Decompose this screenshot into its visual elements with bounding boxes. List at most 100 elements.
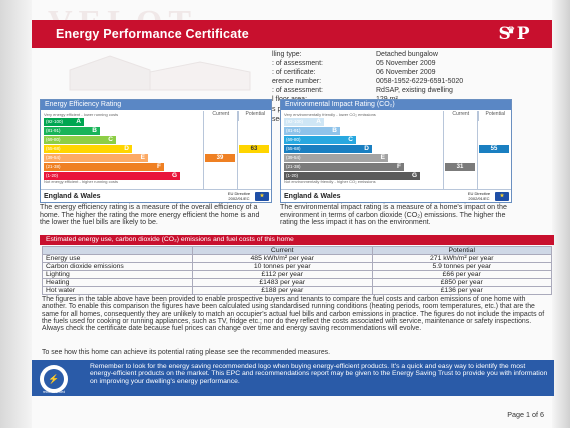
detail-value: 0058-1952-6229-6591-5020 xyxy=(376,78,464,85)
recommendation-line: To see how this home can achieve its pot… xyxy=(42,349,331,356)
detail-row: : of assessment: 05 November 2009 xyxy=(272,59,522,68)
band-range: (69-80) xyxy=(286,137,301,142)
eu-directive: EU Directive 2002/91/EC xyxy=(467,191,491,201)
band-range: (69-80) xyxy=(46,137,61,142)
band-letter: A xyxy=(316,118,321,125)
table-cell: Heating xyxy=(42,278,193,287)
panel-footer: England & Wales EU Directive 2002/91/EC … xyxy=(41,189,271,202)
recommended-logo-text: recommended xyxy=(42,390,66,394)
column-header: Potential xyxy=(371,246,552,255)
rating-band-g: (1-20) G xyxy=(44,172,180,180)
detail-row: erence number: 0058-1952-6229-6591-5020 xyxy=(272,77,522,86)
detail-label: : of assessment: xyxy=(272,87,323,94)
top-note: Very environmentally friendly - lower CO… xyxy=(284,112,376,117)
column-header: Current xyxy=(192,246,373,255)
table-row: Carbon dioxide emissions 10 tonnes per ye… xyxy=(42,262,552,271)
table-cell: £112 per year xyxy=(192,270,373,279)
table-row: Lighting £112 per year £66 per year xyxy=(42,270,552,279)
band-range: (92-100) xyxy=(286,119,304,124)
band-letter: B xyxy=(92,127,97,134)
detail-row: lling type: Detached bungalow xyxy=(272,50,522,59)
detail-label: erence number: xyxy=(272,78,322,85)
table-cell: Lighting xyxy=(42,270,193,279)
band-range: (81-91) xyxy=(286,128,301,133)
table-cell: £188 per year xyxy=(192,286,373,295)
rating-band-d: (55-68) D xyxy=(44,145,132,153)
current-column-label: Current xyxy=(443,111,478,121)
energy-efficiency-panel: Energy Efficiency Rating Current Potenti… xyxy=(40,99,272,203)
table-cell: £136 per year xyxy=(371,286,552,295)
energy-saving-trust-banner: ⚡ recommended Remember to look for the e… xyxy=(32,360,554,396)
table-row: Hot water £188 per year £136 per year xyxy=(42,286,552,295)
est-banner-text: Remember to look for the energy saving r… xyxy=(90,363,548,385)
estimates-section-title: Estimated energy use, carbon dioxide (CO… xyxy=(40,235,554,245)
rating-band-g: (1-20) G xyxy=(284,172,420,180)
region-label: England & Wales xyxy=(44,192,101,200)
table-cell: 10 tonnes per year xyxy=(192,262,373,271)
table-cell: Carbon dioxide emissions xyxy=(42,262,193,271)
band-letter: C xyxy=(348,136,353,143)
rating-band-e: (39-54) E xyxy=(44,154,148,162)
table-cell: 271 kWh/m² per year xyxy=(371,254,552,263)
potential-rating-arrow: 63 xyxy=(239,145,269,153)
band-letter: D xyxy=(124,145,129,152)
figures-explanation: The figures in the table above have been… xyxy=(42,296,545,333)
sap-logo: ♛ S P xyxy=(486,22,542,46)
column-divider xyxy=(477,111,478,190)
environmental-impact-description: The environmental impact rating is a mea… xyxy=(280,203,507,227)
estimates-table: Current Potential Energy use 485 kWh/m² pe… xyxy=(42,246,552,295)
band-range: (92-100) xyxy=(46,119,64,124)
rating-band-c: (69-80) C xyxy=(284,136,356,144)
crown-icon: ♛ xyxy=(507,26,516,36)
rating-band-e: (39-54) E xyxy=(284,154,388,162)
table-cell: 485 kWh/m² per year xyxy=(192,254,373,263)
band-letter: E xyxy=(140,154,145,161)
rating-band-f: (21-38) F xyxy=(284,163,404,171)
region-label: England & Wales xyxy=(284,192,341,200)
rating-band-c: (69-80) C xyxy=(44,136,116,144)
environmental-impact-panel: Environmental Impact Rating (CO₂) Curren… xyxy=(280,99,512,203)
energy-efficiency-description: The energy efficiency rating is a measur… xyxy=(40,203,260,227)
current-rating-arrow: 39 xyxy=(205,154,235,162)
band-letter: F xyxy=(157,163,161,170)
band-range: (39-54) xyxy=(46,155,61,160)
rating-band-d: (55-68) D xyxy=(284,145,372,153)
band-letter: F xyxy=(397,163,401,170)
table-cell: 5.9 tonnes per year xyxy=(371,262,552,271)
rating-band-a: (92-100) A xyxy=(284,118,324,126)
bottom-note: Not energy efficient - higher running co… xyxy=(44,179,118,184)
top-note: Very energy efficient - lower running co… xyxy=(44,112,119,117)
table-row: Energy use 485 kWh/m² per year 271 kWh/m² … xyxy=(42,254,552,263)
band-letter: A xyxy=(76,118,81,125)
band-range: (81-91) xyxy=(46,128,61,133)
column-header xyxy=(42,246,193,255)
detail-value: 06 November 2009 xyxy=(376,69,436,76)
band-letter: G xyxy=(171,172,177,179)
eu-directive: EU Directive 2002/91/EC xyxy=(227,191,251,201)
eu-flag-icon: ★ xyxy=(495,191,509,201)
environmental-impact-title: Environmental Impact Rating (CO₂) xyxy=(281,100,511,110)
rating-band-b: (81-91) B xyxy=(284,127,340,135)
sap-logo-text: S P xyxy=(498,24,530,44)
energy-bands: (92-100) A (81-91) B (69-80) C (55-68) D (39-54)… xyxy=(44,118,202,181)
potential-rating-arrow: 55 xyxy=(479,145,509,153)
panel-footer: England & Wales EU Directive 2002/91/EC … xyxy=(281,189,511,202)
rating-band-f: (21-38) F xyxy=(44,163,164,171)
detail-label: : of certificate: xyxy=(272,69,316,76)
energy-saving-recommended-logo: ⚡ xyxy=(40,365,68,393)
bottom-note: Not environmentally friendly - higher CO… xyxy=(284,179,376,184)
current-column-label: Current xyxy=(203,111,238,121)
band-range: (39-54) xyxy=(286,155,301,160)
potential-column-label: Potential xyxy=(477,111,513,121)
column-divider xyxy=(443,111,444,190)
table-cell: £66 per year xyxy=(371,270,552,279)
band-range: (21-38) xyxy=(286,164,301,169)
table-cell: Hot water xyxy=(42,286,193,295)
detail-row: : of certificate: 06 November 2009 xyxy=(272,68,522,77)
detail-row: : of assessment: RdSAP, existing dwelling xyxy=(272,86,522,95)
band-range: (1-20) xyxy=(286,173,299,178)
band-letter: B xyxy=(332,127,337,134)
house-illustration xyxy=(69,55,251,91)
detail-label: : of assessment: xyxy=(272,60,323,67)
